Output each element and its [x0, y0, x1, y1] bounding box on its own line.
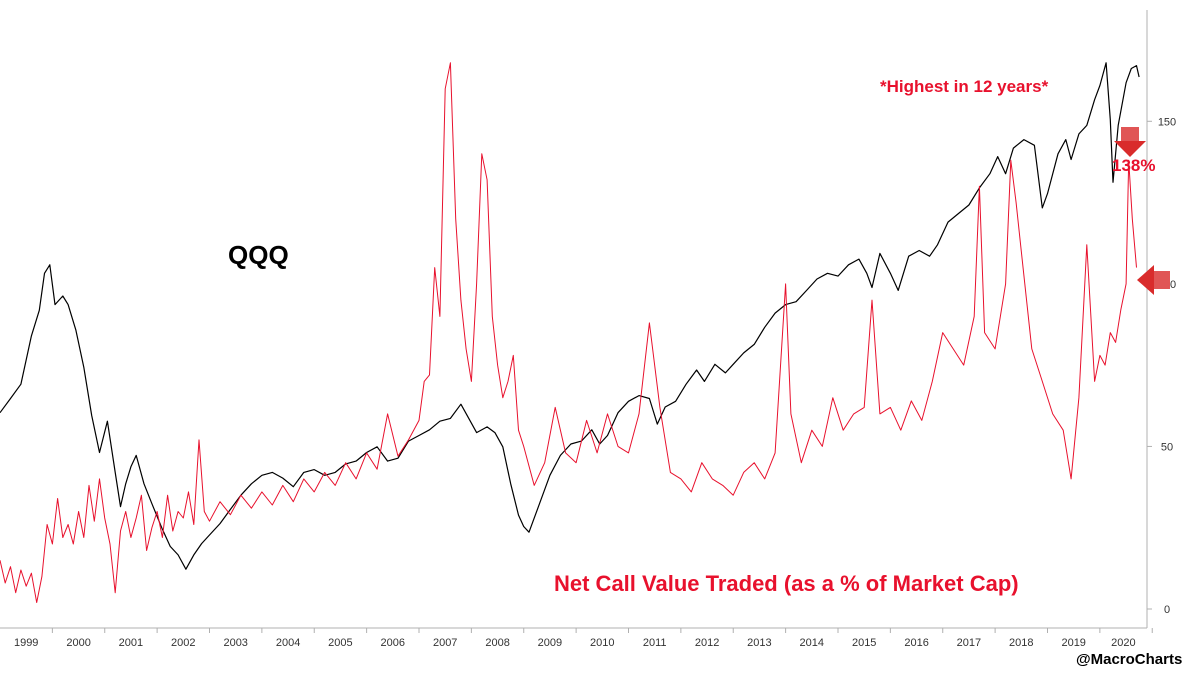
x-tick-label: 2002: [171, 637, 195, 649]
net-call-value-line: [0, 62, 1137, 603]
x-tick-label: 2005: [328, 637, 352, 649]
x-tick-label: 2012: [695, 637, 719, 649]
credit: @MacroCharts: [1076, 651, 1182, 668]
x-tick-label: 2018: [1009, 637, 1033, 649]
x-tick-label: 2009: [538, 637, 562, 649]
series-layer: [0, 62, 1140, 603]
x-tick-label: 2019: [1061, 637, 1085, 649]
x-tick-label: 1999: [14, 637, 38, 649]
x-tick-label: 2003: [223, 637, 247, 649]
series-label: Net Call Value Traded (as a % of Market …: [554, 571, 1019, 596]
callout-value: 138%: [1112, 156, 1155, 175]
x-tick-label: 2013: [747, 637, 771, 649]
x-tick-label: 2015: [852, 637, 876, 649]
x-tick-label: 2010: [590, 637, 614, 649]
x-axis-ticks: 1999 2000 2001 2002 2003 2004 2005 2006 2007 2008…: [14, 628, 1153, 649]
y-tick-label: 50: [1161, 441, 1173, 453]
x-tick-label: 2016: [904, 637, 928, 649]
x-tick-label: 2008: [485, 637, 509, 649]
x-tick-label: 2001: [119, 637, 143, 649]
x-tick-label: 2000: [66, 637, 90, 649]
callout-arrow-down-icon: [1114, 127, 1146, 157]
x-tick-label: 2014: [800, 637, 824, 649]
highest-note: *Highest in 12 years*: [880, 77, 1049, 96]
x-tick-label: 2020: [1111, 637, 1135, 649]
x-tick-label: 2006: [381, 637, 405, 649]
y-tick-label: 150: [1158, 116, 1176, 128]
x-tick-label: 2004: [276, 637, 300, 649]
y-tick-label: 0: [1164, 604, 1170, 616]
x-tick-label: 2017: [957, 637, 981, 649]
qqq-label: QQQ: [228, 240, 289, 270]
callout-arrow-left-icon: [1137, 265, 1170, 295]
x-tick-label: 2007: [433, 637, 457, 649]
x-tick-label: 2011: [643, 637, 667, 649]
